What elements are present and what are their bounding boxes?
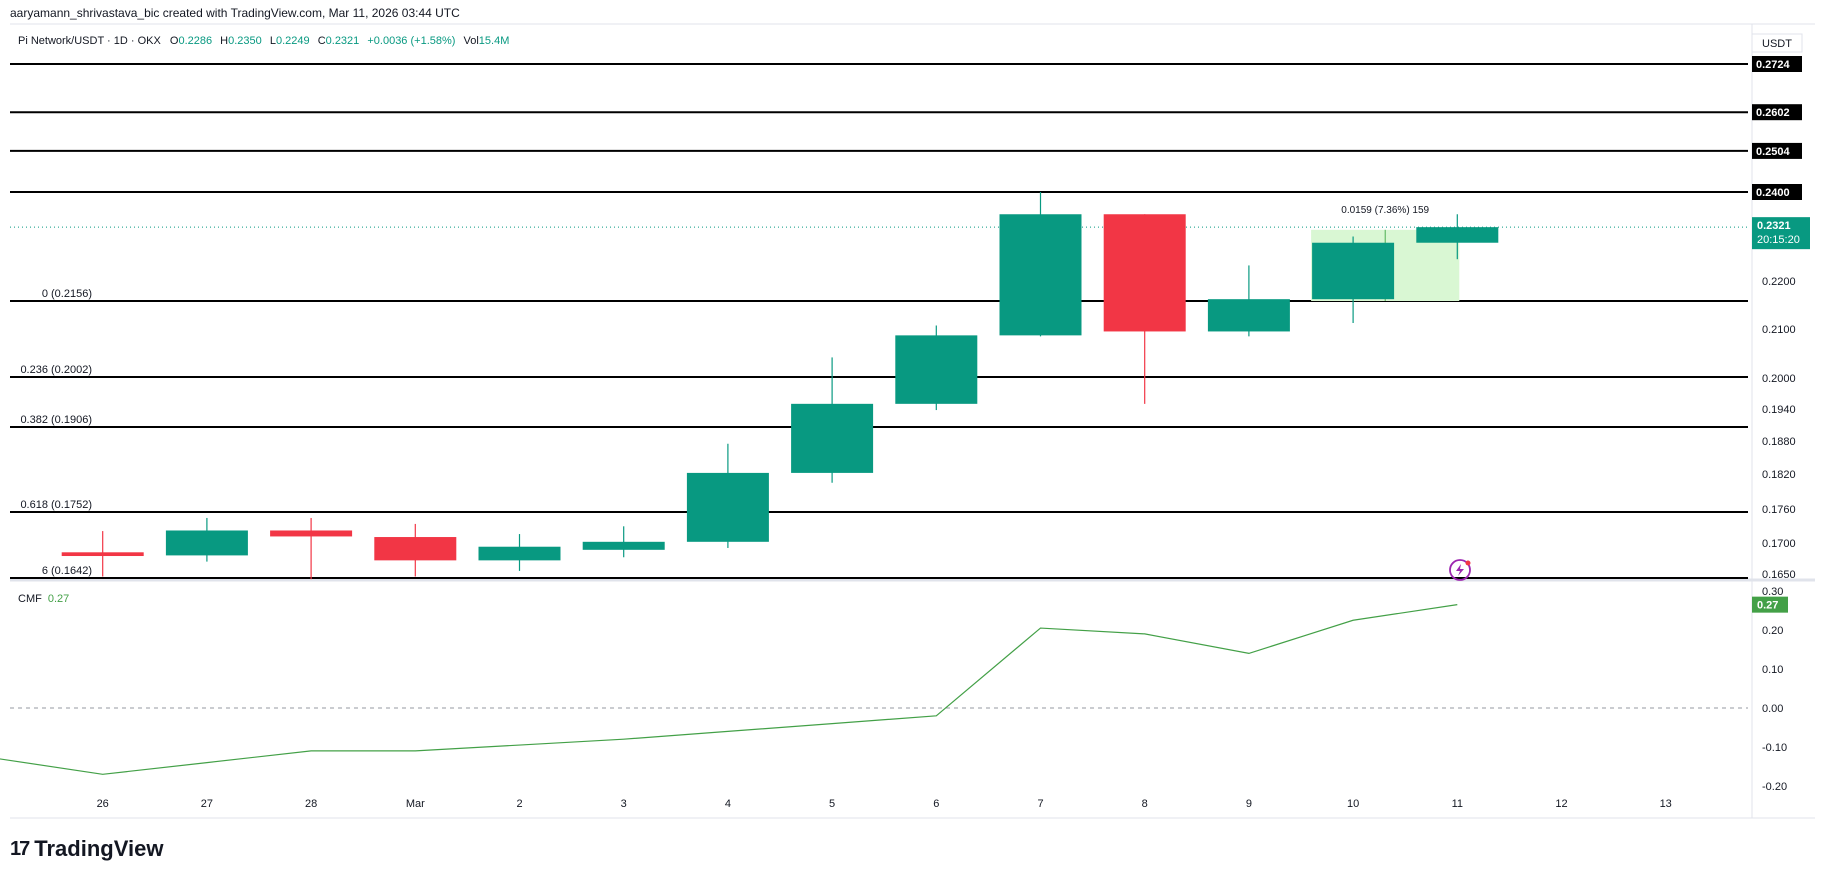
volume-value: 15.4M — [478, 35, 510, 47]
fib-level-label: 0 (0.2156) — [42, 288, 92, 300]
open-label: O — [169, 35, 179, 47]
resistance-level-label: 0.2504 — [1756, 146, 1791, 158]
high-label: H — [220, 35, 229, 47]
cmf-legend: CMF 0.27 — [18, 593, 69, 605]
candle-body — [582, 541, 665, 550]
candle-body — [895, 335, 978, 404]
cmf-axis-tick-label: -0.20 — [1762, 781, 1787, 793]
bar-countdown-label: 20:15:20 — [1757, 234, 1800, 246]
cmf-last-tag — [1752, 596, 1788, 613]
volume-label: Vol — [463, 35, 479, 47]
symbol-legend: Pi Network/USDT · 1D · OKX O0.2286 H0.23… — [18, 35, 514, 47]
close-value: 0.2321 — [325, 35, 360, 47]
price-axis-tick-label: 0.1820 — [1762, 469, 1796, 481]
resistance-level-tag — [1752, 184, 1802, 200]
time-axis-tick-label: 4 — [725, 798, 731, 810]
last-price-label: 0.2321 — [1757, 220, 1791, 232]
price-axis-tick-label: 0.2100 — [1762, 324, 1796, 336]
fib-level-label: 0.236 (0.2002) — [20, 364, 92, 376]
cmf-axis-tick-label: 0.20 — [1762, 625, 1783, 637]
chart-credit: aaryamann_shrivastava_bic created with T… — [10, 6, 460, 20]
resistance-level-label: 0.2724 — [1756, 59, 1791, 71]
cmf-label: CMF — [18, 593, 42, 605]
time-axis-tick-label: 7 — [1037, 798, 1043, 810]
alert-dot-icon — [1465, 560, 1471, 566]
time-axis-tick-label: 13 — [1660, 798, 1672, 810]
resistance-level-label: 0.2400 — [1756, 187, 1790, 199]
price-axis-tick-label: 0.1700 — [1762, 538, 1796, 550]
time-axis-tick-label: 10 — [1347, 798, 1359, 810]
currency-box — [1751, 33, 1803, 53]
resistance-level-tag — [1752, 142, 1802, 159]
tradingview-wordmark: TradingView — [34, 836, 164, 861]
resistance-level-tag — [1752, 104, 1802, 121]
currency-label: USDT — [1762, 38, 1792, 50]
candle-body — [1103, 214, 1186, 332]
time-axis-tick-label: 3 — [621, 798, 627, 810]
lightning-bolt-icon — [1456, 564, 1464, 576]
cmf-axis-tick-label: -0.10 — [1762, 742, 1787, 754]
time-axis-tick-label: 5 — [829, 798, 835, 810]
price-axis-tick-label: 0.2200 — [1762, 276, 1796, 288]
cmf-value: 0.27 — [47, 593, 70, 605]
time-axis-tick-label: 2 — [516, 798, 522, 810]
symbol-name: Pi Network/USDT · 1D · OKX — [18, 35, 161, 47]
time-axis-tick-label: 27 — [201, 798, 213, 810]
candle-body — [270, 530, 353, 537]
close-label: C — [317, 35, 326, 47]
time-axis-tick-label: 11 — [1452, 798, 1463, 810]
candle-body — [1416, 227, 1499, 243]
tradingview-brand: 17 TradingView — [10, 836, 163, 862]
resistance-level-label: 0.2602 — [1756, 107, 1790, 119]
fib-level-label: 6 (0.1642) — [42, 565, 92, 577]
tradingview-logo-icon: 17 — [10, 837, 30, 860]
cmf-line — [0, 604, 1458, 775]
candle-body — [999, 214, 1082, 336]
price-axis-tick-label: 0.1650 — [1762, 569, 1796, 581]
lightning-alert-icon — [1449, 559, 1471, 581]
cmf-axis-tick-label: 0.30 — [1762, 586, 1783, 598]
change-value: +0.0036 (+1.58%) — [367, 35, 456, 47]
cmf-last-label: 0.27 — [1757, 600, 1778, 612]
measure-label: 0.0159 (7.36%) 159 — [1341, 205, 1429, 216]
candle-body — [478, 546, 561, 561]
cmf-axis-tick-label: 0.10 — [1762, 664, 1783, 676]
time-axis-tick-label: 26 — [97, 798, 109, 810]
time-axis-tick-label: 6 — [933, 798, 939, 810]
candle-body — [686, 472, 769, 542]
time-axis-tick-label: 12 — [1555, 798, 1567, 810]
open-value: 0.2286 — [178, 35, 213, 47]
candle-body — [791, 403, 874, 473]
candle-body — [1312, 242, 1395, 300]
resistance-level-tag — [1752, 56, 1802, 72]
candle-body — [374, 537, 457, 561]
time-axis-tick-label: Mar — [406, 798, 425, 810]
candle-body — [1207, 299, 1290, 332]
time-axis-tick-label: 9 — [1246, 798, 1252, 810]
candle-body — [165, 530, 248, 556]
fib-level-label: 0.618 (0.1752) — [20, 499, 92, 511]
low-label: L — [269, 35, 276, 47]
time-axis-tick-label: 28 — [305, 798, 317, 810]
price-axis-tick-label: 0.1880 — [1762, 436, 1796, 448]
time-axis-tick-label: 8 — [1142, 798, 1148, 810]
price-axis-tick-label: 0.1760 — [1762, 504, 1796, 516]
candle-body — [61, 552, 144, 557]
price-axis-tick-label: 0.1940 — [1762, 404, 1796, 416]
low-value: 0.2249 — [275, 35, 310, 47]
price-axis-tick-label: 0.2000 — [1762, 373, 1796, 385]
cmf-axis-tick-label: 0.00 — [1762, 703, 1783, 715]
last-price-tag — [1752, 217, 1810, 250]
fib-level-label: 0.382 (0.1906) — [20, 414, 92, 426]
high-value: 0.2350 — [228, 35, 262, 47]
